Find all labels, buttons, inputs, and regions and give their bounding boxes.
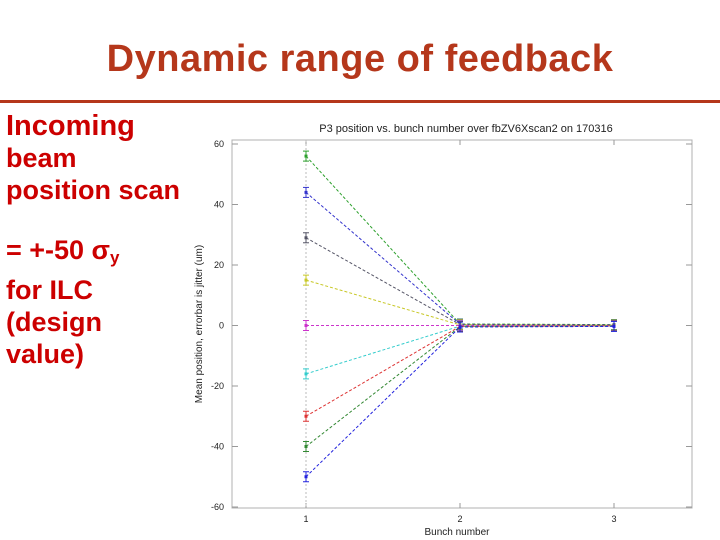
series-line [305, 279, 615, 326]
series-line [305, 325, 615, 375]
x-axis-label: Bunch number [424, 527, 490, 538]
y-tick-label: -40 [211, 442, 224, 452]
title-divider [0, 100, 720, 103]
axis-ticks: 60 40 20 0 -20 -40 -60 1 2 3 [211, 139, 692, 524]
data-point [304, 190, 308, 194]
data-point [304, 154, 308, 158]
data-point [304, 278, 308, 282]
chart-title: P3 position vs. bunch number over fbZV6X… [319, 123, 613, 135]
bullet-range-sub: y [110, 248, 120, 267]
y-axis-label: Mean position, errorbar is jitter (um) [194, 245, 205, 403]
position-chart: P3 position vs. bunch number over fbZV6X… [194, 123, 693, 538]
series-layer [303, 150, 617, 483]
series-line [305, 325, 615, 417]
series-line [305, 325, 615, 478]
data-point [304, 236, 308, 240]
data-point [612, 324, 616, 328]
bullet-scan-rest: beam position scan [6, 143, 181, 205]
x-tick-label: 1 [303, 514, 308, 524]
data-point [458, 325, 462, 329]
bullet-scan: Incoming beam position scan [6, 110, 186, 206]
series-line [305, 192, 615, 326]
y-tick-label: -20 [211, 381, 224, 391]
y-tick-label: -60 [211, 502, 224, 512]
data-point [304, 414, 308, 418]
x-tick-label: 3 [611, 514, 616, 524]
bullet-range-rest: for ILC (design value) [6, 275, 103, 369]
y-tick-label: 40 [214, 200, 224, 210]
y-tick-label: 20 [214, 260, 224, 270]
y-tick-label: 0 [219, 321, 224, 331]
data-point [304, 445, 308, 448]
bullet-scan-line1: Incoming [6, 110, 135, 142]
data-point [304, 324, 308, 327]
bullet-list: Incoming beam position scan = +-50 σy fo… [6, 110, 186, 370]
data-point [304, 475, 308, 479]
plot-frame [231, 139, 693, 509]
slide-title: Dynamic range of feedback [106, 38, 614, 80]
series-line [305, 155, 615, 326]
series-line [305, 237, 615, 326]
y-tick-label: 60 [214, 139, 224, 149]
series-line [305, 325, 615, 447]
bullet-range: = +-50 σy for ILC (design value) [6, 234, 186, 370]
x-tick-label: 2 [457, 514, 462, 524]
bullet-range-text: = +-50 σ [6, 235, 111, 265]
data-point [304, 372, 308, 376]
